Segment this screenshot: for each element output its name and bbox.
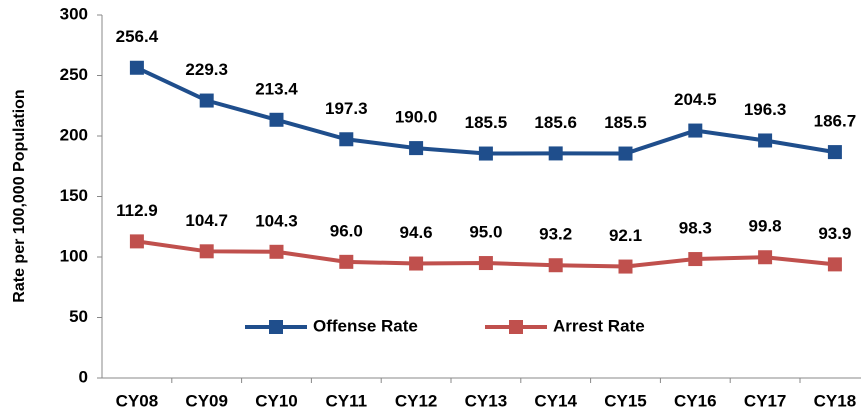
y-tick-label: 300 — [60, 4, 88, 23]
x-tick-label: CY11 — [326, 391, 368, 410]
data-label: 196.3 — [744, 100, 787, 119]
point-marker — [758, 250, 773, 265]
data-label: 197.3 — [325, 99, 368, 118]
point-marker — [478, 256, 493, 271]
y-tick-label: 100 — [60, 246, 88, 265]
point-marker — [129, 60, 144, 75]
legend-marker — [269, 320, 283, 334]
data-label: 95.0 — [469, 223, 502, 242]
series-line — [136, 65, 836, 156]
data-label: 94.6 — [400, 223, 433, 242]
point-marker — [548, 146, 563, 161]
data-label: 229.3 — [185, 60, 228, 79]
point-marker — [129, 234, 144, 249]
data-label: 185.5 — [604, 113, 647, 132]
point-marker — [339, 132, 354, 147]
point-marker — [548, 258, 563, 273]
point-marker — [199, 93, 214, 108]
legend-label: Arrest Rate — [553, 316, 645, 335]
data-label: 104.7 — [185, 211, 228, 230]
x-tick-label: CY15 — [604, 391, 647, 410]
point-marker — [269, 112, 284, 127]
point-marker — [827, 145, 842, 160]
point-marker — [409, 141, 424, 156]
data-label: 92.1 — [609, 226, 642, 245]
x-tick-label: CY18 — [814, 391, 857, 410]
data-label: 204.5 — [674, 90, 717, 109]
point-marker — [269, 244, 284, 259]
data-label: 112.9 — [116, 201, 158, 220]
x-tick-label: CY09 — [185, 391, 228, 410]
y-tick-label: 50 — [69, 307, 88, 326]
x-tick-label: CY13 — [465, 391, 508, 410]
x-tick-label: CY08 — [116, 391, 159, 410]
point-marker — [688, 123, 703, 138]
x-tick-label: CY14 — [534, 391, 577, 410]
data-label: 99.8 — [749, 217, 782, 236]
data-label: 185.5 — [465, 113, 508, 132]
legend-label: Offense Rate — [313, 316, 418, 335]
data-label: 185.6 — [534, 113, 577, 132]
point-marker — [827, 257, 842, 272]
x-tick-label: CY17 — [744, 391, 787, 410]
y-tick-label: 0 — [79, 367, 88, 386]
data-label: 190.0 — [395, 108, 438, 127]
x-tick-label: CY12 — [395, 391, 438, 410]
legend-marker — [509, 320, 523, 334]
point-marker — [478, 146, 493, 161]
data-label: 256.4 — [116, 27, 159, 46]
y-tick-label: 250 — [60, 65, 88, 84]
data-label: 93.9 — [818, 224, 851, 243]
y-axis-label: Rate per 100,000 Population — [11, 89, 28, 302]
x-tick-label: CY10 — [255, 391, 298, 410]
point-marker — [758, 133, 773, 148]
point-marker — [409, 256, 424, 271]
data-label: 104.3 — [255, 211, 298, 230]
data-label: 98.3 — [679, 219, 712, 238]
point-marker — [618, 259, 633, 274]
y-tick-label: 150 — [60, 186, 88, 205]
x-tick-label: CY16 — [674, 391, 717, 410]
data-label: 186.7 — [814, 112, 857, 131]
data-label: 213.4 — [255, 79, 298, 98]
y-tick-label: 200 — [60, 125, 88, 144]
point-marker — [618, 146, 633, 161]
point-marker — [199, 244, 214, 259]
point-marker — [688, 252, 703, 267]
data-label: 96.0 — [330, 221, 363, 240]
point-marker — [339, 254, 354, 269]
data-label: 93.2 — [539, 225, 572, 244]
